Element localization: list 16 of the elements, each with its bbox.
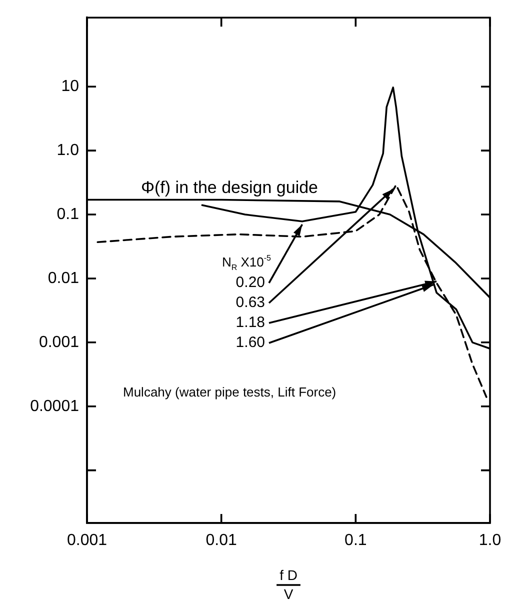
x-tick-label: 0.01 <box>206 532 238 550</box>
annotation: 1.60 <box>236 334 266 352</box>
y-tick-label: 0.01 <box>48 270 80 287</box>
x-axis-title: f D V <box>280 566 298 602</box>
annotation: Mulcahy (water pipe tests, Lift Force) <box>123 384 336 400</box>
annotation: 0.20 <box>236 274 266 292</box>
y-tick-label: 1.0 <box>56 142 80 159</box>
y-tick-label: 10 <box>61 78 80 96</box>
y-tick-label: 0.1 <box>56 206 80 223</box>
y-tick-label: 0.001 <box>38 334 80 351</box>
annotation: 1.18 <box>236 314 266 332</box>
annotation: Φ(f) in the design guide <box>140 178 318 197</box>
y-tick-label: 0.0001 <box>30 398 80 415</box>
annotation: 0.63 <box>236 294 266 312</box>
x-tick-label: 1.0 <box>478 532 502 550</box>
x-tick-label: 0.1 <box>344 532 367 550</box>
